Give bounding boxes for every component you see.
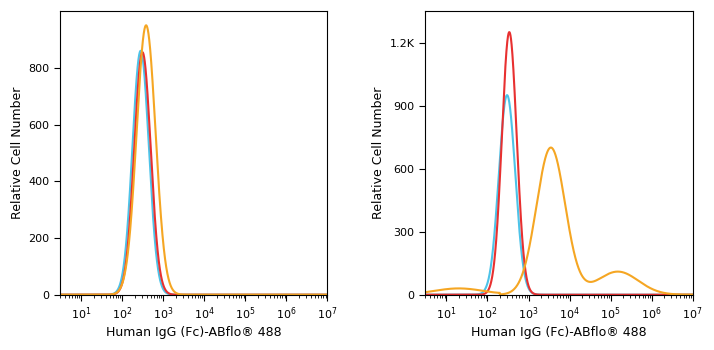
Y-axis label: Relative Cell Number: Relative Cell Number (373, 87, 386, 219)
X-axis label: Human IgG (Fc)-ABflo® 488: Human IgG (Fc)-ABflo® 488 (471, 326, 647, 339)
X-axis label: Human IgG (Fc)-ABflo® 488: Human IgG (Fc)-ABflo® 488 (106, 326, 281, 339)
Y-axis label: Relative Cell Number: Relative Cell Number (11, 87, 24, 219)
